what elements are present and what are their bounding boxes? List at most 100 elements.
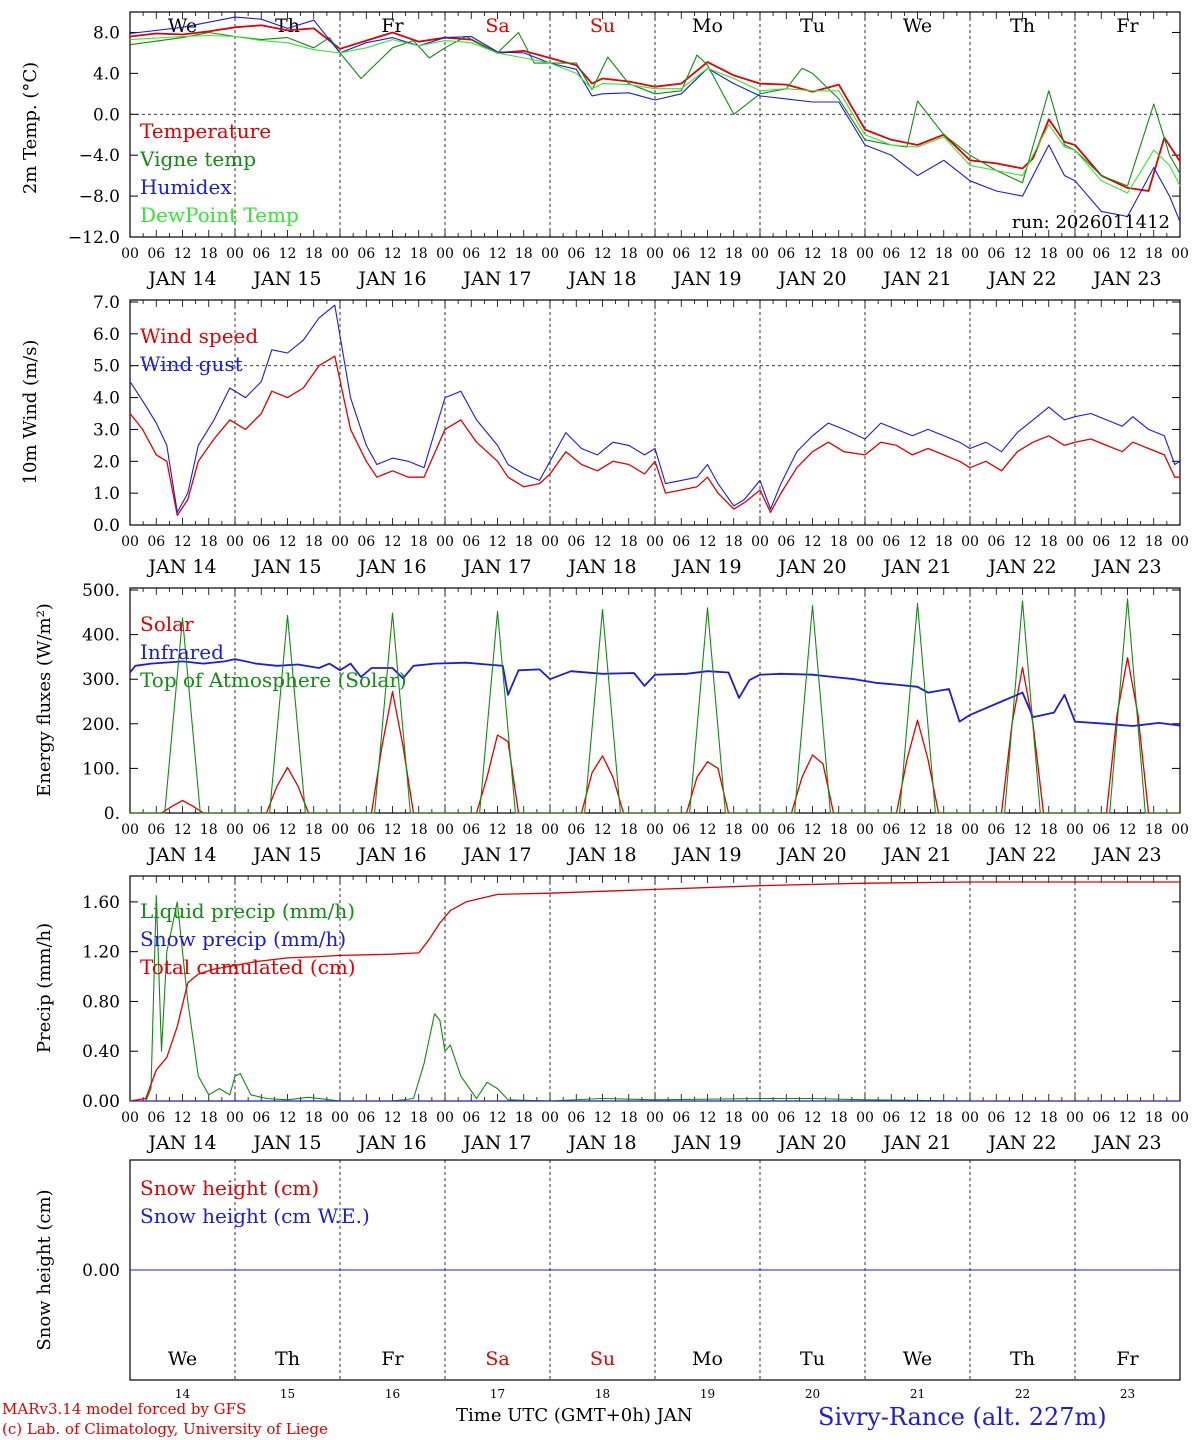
legend-entry: Snow height (cm) — [140, 1176, 319, 1200]
plot-frame-wind — [129, 299, 1181, 526]
hour-tick-label: 12 — [279, 1110, 297, 1126]
hour-tick-label: 18 — [1040, 822, 1058, 838]
hour-tick-label: 12 — [174, 1110, 192, 1126]
date-label: JAN 20 — [776, 844, 846, 866]
hour-tick-label: 12 — [909, 246, 927, 262]
y-tick-label: −12.0 — [68, 228, 120, 248]
date-label: JAN 21 — [881, 844, 951, 866]
hour-tick-label: 06 — [777, 534, 795, 550]
hour-tick-label: 18 — [620, 246, 638, 262]
y-tick-label: −8.0 — [79, 187, 120, 207]
weekday-label: Fr — [381, 1348, 404, 1370]
hour-tick-label: 00 — [1066, 246, 1084, 262]
day-number-label: 19 — [700, 1387, 715, 1401]
hour-tick-label: 18 — [830, 1110, 848, 1126]
legend-entry: Solar — [140, 612, 194, 636]
hour-tick-label: 00 — [751, 534, 769, 550]
date-label: JAN 22 — [986, 1132, 1056, 1154]
series-line-temperature — [129, 24, 1181, 192]
date-label: JAN 19 — [671, 844, 741, 866]
hour-tick-label: 06 — [252, 534, 270, 550]
date-label: JAN 17 — [461, 268, 531, 290]
date-label: JAN 23 — [1091, 268, 1161, 290]
date-label: JAN 20 — [776, 1132, 846, 1154]
hour-tick-label: 12 — [804, 534, 822, 550]
hour-tick-label: 06 — [672, 534, 690, 550]
hour-tick-label: 12 — [1119, 822, 1137, 838]
hour-tick-label: 12 — [909, 1110, 927, 1126]
date-label: JAN 15 — [251, 1132, 321, 1154]
date-label: JAN 21 — [881, 1132, 951, 1154]
hour-tick-label: 06 — [567, 822, 585, 838]
hour-tick-label: 18 — [830, 822, 848, 838]
hour-tick-label: 18 — [1040, 246, 1058, 262]
hour-tick-label: 06 — [357, 1110, 375, 1126]
hour-tick-label: 00 — [1171, 1110, 1189, 1126]
hour-tick-label: 06 — [357, 822, 375, 838]
y-tick-label: 4.0 — [93, 389, 120, 409]
weekday-label: Fr — [1116, 15, 1139, 37]
hour-tick-label: 12 — [1014, 1110, 1032, 1126]
date-label: JAN 23 — [1091, 556, 1161, 578]
hour-tick-label: 06 — [777, 822, 795, 838]
date-label: JAN 16 — [356, 268, 426, 290]
hour-tick-label: 00 — [541, 246, 559, 262]
y-tick-label: 0.40 — [82, 1042, 120, 1062]
hour-tick-label: 06 — [147, 246, 165, 262]
hour-tick-label: 12 — [384, 246, 402, 262]
date-label: JAN 18 — [566, 844, 636, 866]
hour-tick-label: 06 — [1092, 534, 1110, 550]
y-tick-label: 400. — [82, 626, 120, 646]
y-tick-label: 7.0 — [93, 293, 120, 313]
hour-tick-label: 12 — [174, 534, 192, 550]
y-tick-label: 1.60 — [82, 893, 120, 913]
weekday-label: Sa — [485, 15, 509, 37]
y-tick-label: 0.00 — [82, 1261, 120, 1281]
date-label: JAN 22 — [986, 556, 1056, 578]
hour-tick-label: 18 — [1145, 1110, 1163, 1126]
hour-tick-label: 00 — [751, 246, 769, 262]
hour-tick-label: 06 — [987, 246, 1005, 262]
hour-tick-label: 06 — [1092, 246, 1110, 262]
hour-tick-label: 00 — [751, 1110, 769, 1126]
hour-tick-label: 00 — [436, 534, 454, 550]
hour-tick-label: 12 — [1014, 246, 1032, 262]
day-number-label: 20 — [805, 1387, 820, 1401]
hour-tick-label: 06 — [462, 1110, 480, 1126]
hour-tick-label: 00 — [961, 246, 979, 262]
plot-frame-energy — [129, 587, 1181, 814]
copyright: (c) Lab. of Climatology, University of L… — [2, 1420, 328, 1438]
date-label: JAN 18 — [566, 1132, 636, 1154]
hour-tick-label: 06 — [462, 534, 480, 550]
hour-tick-label: 00 — [961, 822, 979, 838]
day-number-label: 15 — [280, 1387, 295, 1401]
hour-tick-label: 12 — [699, 1110, 717, 1126]
hour-tick-label: 18 — [725, 246, 743, 262]
weekday-label: We — [903, 1348, 932, 1370]
date-label: JAN 20 — [776, 556, 846, 578]
hour-tick-label: 18 — [305, 822, 323, 838]
hour-tick-label: 18 — [515, 246, 533, 262]
weekday-label: Tu — [800, 1348, 825, 1370]
day-number-label: 23 — [1120, 1387, 1135, 1401]
hour-tick-label: 12 — [174, 246, 192, 262]
series-line-wind-gust — [129, 304, 1181, 513]
y-tick-label: 1.20 — [82, 943, 120, 963]
hour-tick-label: 12 — [1014, 822, 1032, 838]
hour-tick-label: 06 — [882, 1110, 900, 1126]
series-line-dewpoint-temp — [129, 34, 1181, 194]
y-axis-title: Energy fluxes (W/m²) — [34, 603, 55, 797]
hour-tick-label: 06 — [777, 246, 795, 262]
hour-tick-label: 12 — [384, 1110, 402, 1126]
date-label: JAN 15 — [251, 556, 321, 578]
y-tick-label: 0.80 — [82, 992, 120, 1012]
hour-tick-label: 00 — [121, 822, 139, 838]
date-label: JAN 16 — [356, 1132, 426, 1154]
legend-entry: Total cumulated (cm) — [140, 955, 356, 979]
hour-tick-label: 12 — [279, 246, 297, 262]
hour-tick-label: 06 — [882, 822, 900, 838]
hour-tick-label: 06 — [252, 822, 270, 838]
hour-tick-label: 00 — [331, 1110, 349, 1126]
legend-entry: Wind gust — [140, 352, 243, 376]
hour-tick-label: 12 — [594, 1110, 612, 1126]
